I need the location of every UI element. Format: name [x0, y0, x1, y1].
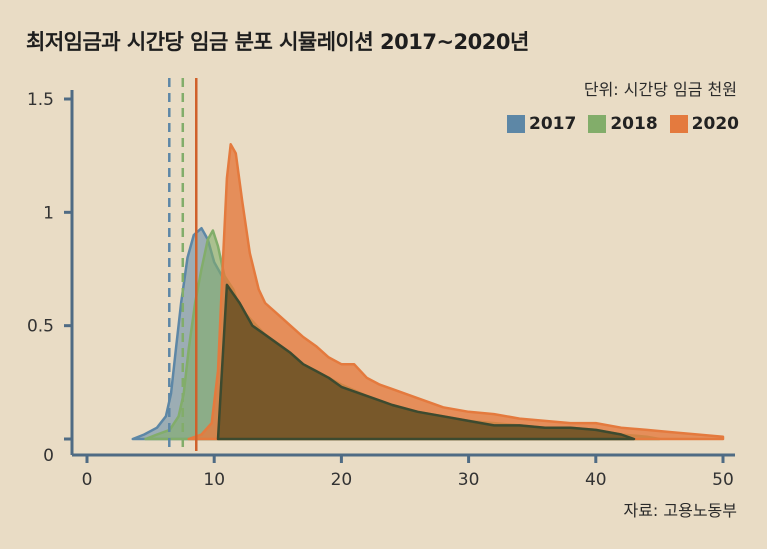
legend-item-2018: 2018	[588, 114, 658, 134]
legend-label-2017: 2017	[529, 114, 577, 134]
legend-label-2018: 2018	[610, 114, 658, 134]
y-tick-label: 0.5	[27, 317, 54, 337]
legend-swatch-2017	[507, 115, 526, 133]
legend-label-2020: 2020	[691, 114, 739, 134]
x-tick-label: 40	[585, 470, 607, 490]
chart-title: 최저임금과 시간당 임금 분포 시뮬레이션 2017~2020년	[26, 30, 529, 54]
area-overlap	[216, 283, 636, 441]
x-tick-label: 20	[331, 470, 353, 490]
unit-note: 단위: 시간당 임금 천원	[583, 80, 737, 99]
x-tick-label: 0	[82, 470, 93, 490]
area-2020	[187, 143, 725, 441]
y-tick-label: 0	[43, 446, 54, 466]
x-tick-label: 50	[712, 470, 734, 490]
source-note: 자료: 고용노동부	[623, 501, 737, 520]
series-areas	[131, 143, 725, 441]
legend-item-2020: 2020	[669, 114, 739, 134]
legend-swatch-2018	[588, 115, 607, 133]
x-tick-label: 10	[203, 470, 225, 490]
axes: 0 0.5 1 1.5 0 10 20 30 40 50	[27, 90, 735, 490]
legend: 2017 2018 2020	[507, 114, 739, 134]
reference-lines	[168, 78, 198, 451]
y-tick-label: 1.5	[27, 90, 54, 110]
y-tick-label: 1	[43, 203, 54, 223]
legend-swatch-2020	[669, 115, 688, 133]
x-tick-label: 30	[458, 470, 480, 490]
legend-item-2017: 2017	[507, 114, 576, 134]
